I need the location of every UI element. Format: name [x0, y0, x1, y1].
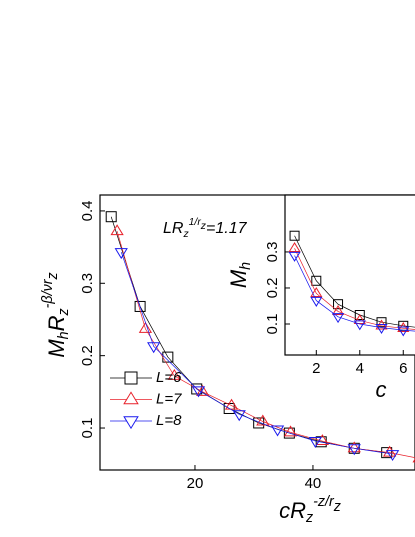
y-axis-label-part: z: [45, 272, 61, 280]
y-axis-label-part: R: [44, 315, 69, 331]
x-axis-label-part: z: [333, 499, 341, 515]
marker: [289, 230, 300, 241]
plot-area: [284, 194, 415, 356]
marker: [283, 425, 298, 437]
marker: [397, 326, 410, 337]
marker: [353, 320, 366, 331]
x-tick-label: 40: [305, 475, 322, 492]
inset-y-axis-label: Mh: [226, 262, 255, 288]
x-axis-label-part: z: [305, 510, 313, 526]
marker: [191, 386, 206, 398]
annotation-part: LR: [163, 220, 184, 237]
marker: [253, 417, 265, 429]
x-axis-label-part: cR: [279, 498, 306, 523]
series-line: [120, 252, 393, 455]
marker: [333, 299, 344, 310]
inset-x-axis-label: c: [376, 377, 387, 402]
marker: [310, 296, 323, 307]
marker: [196, 384, 210, 396]
y-tick-label: 0.3: [79, 273, 96, 294]
annotation-part: 1/r: [189, 217, 202, 228]
marker: [308, 437, 322, 449]
y-axis-label: MhRz-β/νrz: [40, 272, 72, 357]
marker: [331, 313, 345, 324]
marker: [353, 314, 366, 325]
marker: [347, 444, 361, 456]
inset-y-axis-label-part: M: [226, 269, 251, 288]
marker: [354, 310, 365, 320]
legend-marker: [123, 391, 139, 405]
marker: [270, 425, 285, 437]
y-tick-label: 0.3: [264, 242, 281, 263]
marker: [288, 251, 301, 262]
series-line: [294, 255, 415, 332]
x-axis-label-part: -z/r: [313, 494, 335, 510]
legend-marker: [124, 371, 138, 385]
legend-label: L=7: [156, 390, 182, 407]
marker: [138, 321, 153, 333]
marker: [385, 450, 400, 462]
y-tick-label: 0.2: [264, 278, 281, 299]
marker: [311, 275, 322, 286]
y-tick-label: 0.1: [264, 314, 281, 335]
marker: [224, 398, 239, 410]
marker: [147, 342, 161, 354]
y-axis-label-part: h: [56, 331, 72, 339]
x-tick-label: 2: [312, 360, 320, 377]
x-tick-label: 20: [187, 475, 204, 492]
legend-label: L=8: [156, 412, 182, 429]
x-axis-label: cRz-z/rz: [279, 494, 341, 526]
marker: [375, 323, 388, 334]
marker: [167, 368, 181, 380]
marker: [256, 414, 270, 426]
legend-label: L=6: [156, 369, 182, 386]
marker: [376, 317, 387, 328]
legend-marker: [123, 416, 139, 430]
inset-y-axis-label-part: h: [238, 262, 254, 270]
marker: [331, 305, 345, 316]
annotation-part: =1.17: [206, 220, 248, 237]
annotation-part: z: [200, 221, 207, 232]
marker: [114, 248, 128, 260]
x-tick-label: 4: [356, 360, 364, 377]
y-tick-label: 0.4: [79, 200, 96, 221]
marker: [288, 241, 301, 252]
y-axis-label-part: z: [56, 308, 72, 316]
y-tick-label: 0.1: [79, 418, 96, 439]
annotation: LRz1/rz=1.17: [163, 217, 248, 240]
marker: [310, 287, 323, 298]
annotation-part: z: [182, 229, 189, 240]
marker: [232, 410, 246, 422]
y-axis-label-part: -β/νr: [40, 278, 56, 308]
marker: [348, 442, 360, 454]
marker: [347, 441, 361, 453]
y-tick-label: 0.2: [79, 345, 96, 366]
marker: [110, 224, 124, 236]
y-axis-label-part: M: [44, 339, 69, 358]
x-tick-label: 6: [399, 360, 407, 377]
marker: [105, 211, 117, 223]
inset-x-axis-label-part: c: [376, 377, 387, 402]
